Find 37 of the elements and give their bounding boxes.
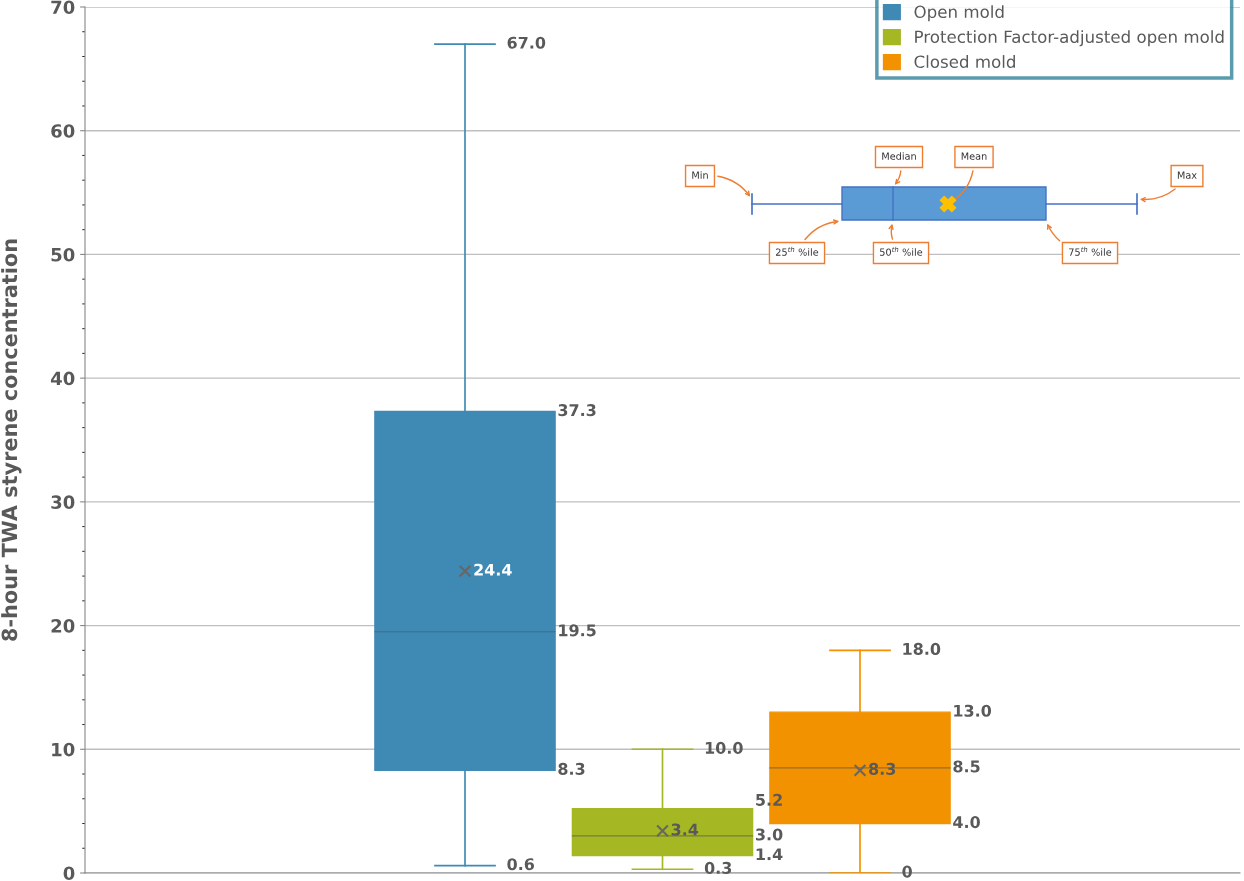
annotation: 0 bbox=[902, 865, 912, 878]
annotation: 8.5 bbox=[953, 760, 980, 773]
annotation: 8.3 bbox=[558, 762, 585, 775]
annotation: 18.0 bbox=[903, 642, 941, 655]
y-tick-label: 30 bbox=[51, 495, 75, 509]
legend-label: Closed mold bbox=[914, 55, 1015, 69]
annotation: 0.6 bbox=[507, 858, 535, 871]
y-tick-label: 10 bbox=[52, 742, 75, 757]
y-tick-label: 60 bbox=[51, 124, 75, 138]
y-tick-label: 0 bbox=[63, 866, 75, 881]
annotation: 5.2 bbox=[756, 793, 782, 806]
y-tick-label: 40 bbox=[50, 371, 75, 386]
y-tick-label: 70 bbox=[51, 0, 75, 15]
annotation: 25$^{th}$ %ile bbox=[775, 246, 819, 256]
annotation: 24.4 bbox=[474, 563, 512, 576]
annotation: 0.3 bbox=[704, 861, 732, 874]
annotation: 13.0 bbox=[954, 704, 992, 717]
legend-label: Protection Factor-adjusted open mold bbox=[915, 30, 1224, 47]
annotation: 3.4 bbox=[671, 823, 699, 836]
annotation: 67.0 bbox=[507, 36, 546, 49]
annotation: 1.4 bbox=[756, 848, 783, 861]
legend-label: Open mold bbox=[914, 5, 1004, 22]
annotation: 75$^{th}$ %ile bbox=[1069, 246, 1112, 256]
annotation: 50$^{th}$ %ile bbox=[880, 246, 923, 256]
annotation: 8.3 bbox=[869, 762, 896, 775]
y-axis-title: 8-hour TWA styrene concentration bbox=[1, 239, 22, 641]
annotation: Median bbox=[882, 152, 916, 160]
annotation: Max bbox=[1177, 171, 1197, 179]
y-tick-label: 20 bbox=[51, 619, 75, 633]
annotation: 19.5 bbox=[559, 624, 596, 637]
annotation: Mean bbox=[961, 152, 987, 160]
annotation: 10.0 bbox=[705, 741, 743, 754]
annotation: 37.3 bbox=[558, 404, 596, 417]
annotation: 3.0 bbox=[755, 828, 783, 841]
annotation: Min bbox=[692, 171, 708, 179]
y-tick-label: 50 bbox=[51, 247, 75, 262]
annotation: 4.0 bbox=[953, 816, 980, 829]
